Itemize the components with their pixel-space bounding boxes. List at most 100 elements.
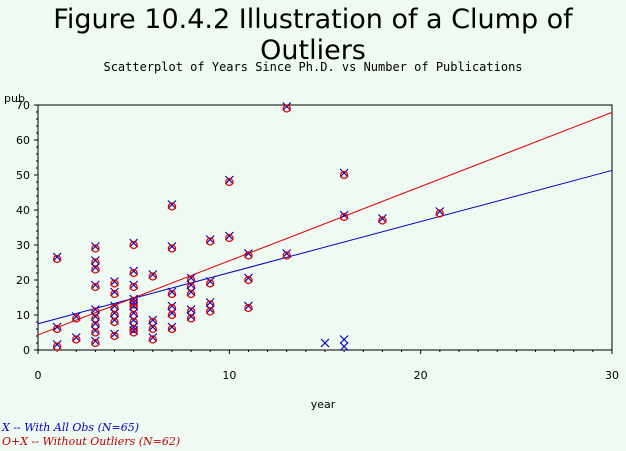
data-point-x-marker xyxy=(90,242,100,251)
data-point-x-marker xyxy=(129,308,139,318)
y-axis-title: pub xyxy=(4,92,25,105)
data-point-o-marker xyxy=(244,303,253,313)
data-point-x-marker xyxy=(71,312,81,321)
data-point-o-marker xyxy=(244,275,253,285)
data-point-o-marker xyxy=(339,170,349,180)
data-point-x-marker xyxy=(129,326,139,335)
data-point-x-marker xyxy=(129,266,139,276)
data-point-o-marker xyxy=(52,324,62,334)
data-point-o-marker xyxy=(435,209,444,218)
data-point-o-marker xyxy=(225,233,234,243)
data-point-x-marker xyxy=(186,305,196,314)
data-point-o-marker xyxy=(91,265,100,274)
x-tick-label: 30 xyxy=(605,369,619,382)
data-point-x-marker xyxy=(148,333,158,342)
data-point-x-marker xyxy=(148,270,158,279)
data-point-x-marker xyxy=(90,256,100,265)
data-point-x-marker xyxy=(167,301,177,311)
data-point-o-marker xyxy=(110,279,119,288)
data-point-x-marker xyxy=(435,207,445,216)
fit-line-all-obs xyxy=(37,169,613,325)
x-tick-label: 20 xyxy=(414,369,428,382)
y-tick-label: 40 xyxy=(16,204,30,217)
data-point-o-marker xyxy=(167,289,177,299)
data-point-x-marker xyxy=(129,315,139,325)
data-point-x-marker xyxy=(205,305,215,314)
data-point-o-marker xyxy=(91,328,100,337)
data-point-o-marker xyxy=(148,324,157,334)
data-point-x-marker xyxy=(244,273,253,283)
data-point-x-marker xyxy=(90,263,100,272)
data-point-o-marker xyxy=(129,268,138,278)
data-point-o-marker xyxy=(110,317,119,327)
data-point-o-marker xyxy=(282,104,291,113)
data-point-x-marker xyxy=(339,168,349,178)
data-point-x-marker xyxy=(186,287,196,297)
data-point-x-marker xyxy=(52,252,62,262)
data-point-x-marker xyxy=(129,301,139,311)
x-tick-label: 10 xyxy=(222,369,236,382)
outlier-point xyxy=(320,338,330,348)
data-point-x-marker xyxy=(224,231,234,241)
data-point-x-marker xyxy=(90,312,100,321)
data-point-x-marker xyxy=(167,308,177,318)
data-point-x-marker xyxy=(244,249,253,258)
data-point-o-marker xyxy=(110,289,119,299)
data-point-x-marker xyxy=(148,322,158,332)
data-point-x-marker xyxy=(167,287,177,297)
data-point-o-marker xyxy=(91,282,100,292)
data-point-o-marker xyxy=(148,335,157,344)
data-point-o-marker xyxy=(167,244,177,253)
data-point-o-marker xyxy=(148,272,157,281)
y-tick-label: 70 xyxy=(16,99,30,112)
data-point-o-marker xyxy=(129,328,138,337)
legend-without-outliers: O+X -- Without Outliers (N=62) xyxy=(2,435,181,448)
data-point-o-marker xyxy=(339,212,349,222)
data-point-o-marker xyxy=(244,251,253,260)
data-point-o-marker xyxy=(129,282,138,292)
data-point-x-marker xyxy=(377,214,387,223)
data-point-o-marker xyxy=(110,331,119,341)
y-tick-label: 50 xyxy=(16,169,30,182)
data-point-x-marker xyxy=(110,287,119,297)
data-point-o-marker xyxy=(52,342,62,351)
data-point-x-marker xyxy=(52,322,62,332)
data-point-x-marker xyxy=(186,312,196,321)
data-point-o-marker xyxy=(72,335,81,344)
data-point-x-marker xyxy=(90,336,100,346)
data-point-x-marker xyxy=(90,305,100,314)
legend-all-obs: X -- With All Obs (N=65) xyxy=(2,421,139,434)
data-point-x-marker xyxy=(52,340,62,349)
y-tick-label: 10 xyxy=(16,309,30,322)
data-point-o-marker xyxy=(129,240,138,250)
data-point-x-marker xyxy=(90,319,100,328)
data-point-x-marker xyxy=(148,315,158,325)
data-point-o-marker xyxy=(129,300,138,309)
data-point-o-marker xyxy=(378,216,387,225)
data-point-x-marker xyxy=(282,102,292,111)
data-point-x-marker xyxy=(110,315,119,325)
x-tick-label: 0 xyxy=(35,369,42,382)
data-point-o-marker xyxy=(225,177,234,187)
y-tick-label: 60 xyxy=(16,134,30,147)
data-point-x-marker xyxy=(110,301,119,311)
data-point-x-marker xyxy=(71,333,81,342)
data-point-o-marker xyxy=(167,202,177,211)
outlier-point xyxy=(339,335,349,344)
outlier-point xyxy=(339,342,349,351)
data-point-x-marker xyxy=(167,200,177,209)
data-point-x-marker xyxy=(129,238,139,248)
data-point-x-marker xyxy=(167,242,177,251)
data-point-x-marker xyxy=(90,326,100,335)
fit-line-without-outliers xyxy=(37,111,613,336)
data-point-o-marker xyxy=(167,310,177,320)
data-point-x-marker xyxy=(339,210,349,220)
data-point-x-marker xyxy=(167,322,177,332)
data-point-o-marker xyxy=(282,251,291,260)
data-point-x-marker xyxy=(282,249,292,258)
plot-area: 0 10 20 30 40 50 60 70 0 10 20 30 xyxy=(16,99,619,382)
data-point-o-marker xyxy=(206,237,215,246)
data-point-o-marker xyxy=(91,244,100,253)
data-point-x-marker xyxy=(244,301,253,311)
